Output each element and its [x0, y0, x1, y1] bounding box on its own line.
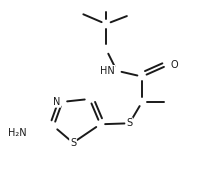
Text: S: S	[126, 118, 132, 128]
Text: H₂N: H₂N	[8, 128, 26, 138]
Text: N: N	[53, 97, 60, 107]
Text: HN: HN	[100, 66, 115, 76]
Text: O: O	[170, 60, 178, 70]
Text: S: S	[70, 138, 76, 148]
